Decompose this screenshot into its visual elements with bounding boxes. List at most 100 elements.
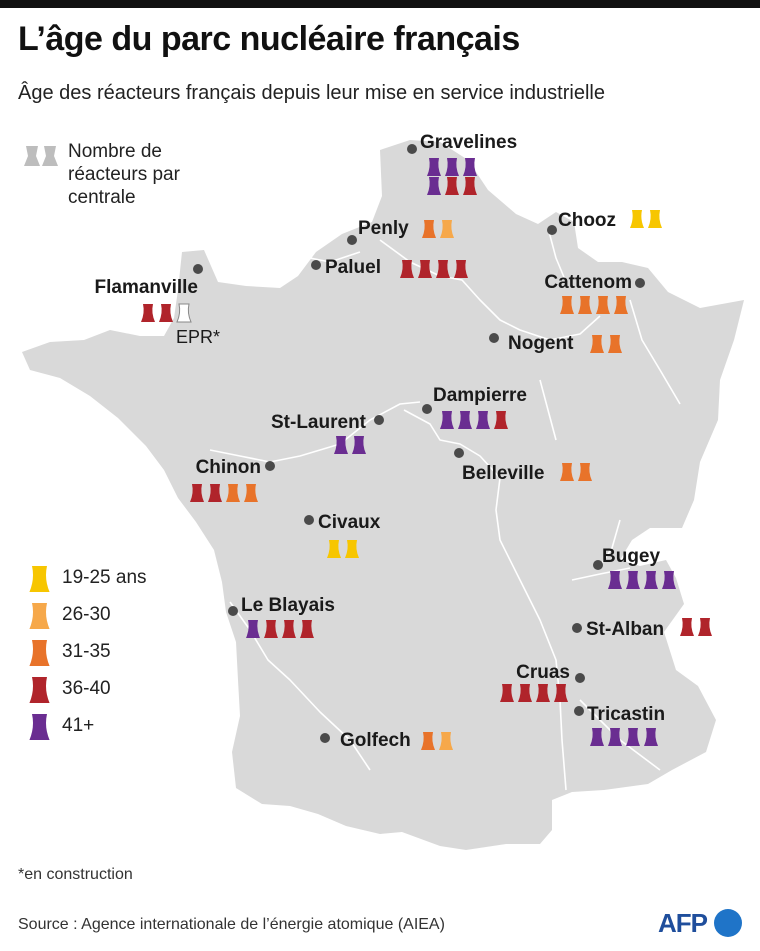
- reactor-icon-bugey-3: [644, 571, 658, 589]
- reactor-icon-gravelines-4: [427, 177, 441, 195]
- plant-dot-belleville: [454, 448, 464, 458]
- afp-logo-dot: [714, 909, 742, 937]
- reactor-icon-dampierre-1: [440, 411, 454, 429]
- reactor-icon-chooz-2: [648, 210, 662, 228]
- plant-label-belleville: Belleville: [462, 463, 544, 484]
- reactor-icon-gravelines-2: [445, 158, 459, 176]
- plant-label-flamanville: Flamanville: [95, 277, 199, 298]
- reactor-icon-penly-2: [440, 220, 454, 238]
- legend-count-text: Nombre de réacteurs par centrale: [68, 141, 180, 208]
- plant-dot-st-alban: [572, 623, 582, 633]
- reactor-icon-flamanville-1: [141, 304, 155, 322]
- reactor-icon-nogent-1: [590, 335, 604, 353]
- top-bar: [0, 0, 760, 8]
- reactor-icon-tricastin-4: [644, 728, 658, 746]
- plant-label-tricastin: Tricastin: [587, 704, 665, 725]
- france-outline: [22, 140, 744, 850]
- plant-dot-tricastin: [574, 706, 584, 716]
- legend-age-label: 36-40: [62, 678, 111, 699]
- reactor-icon-cattenom-3: [596, 296, 610, 314]
- reactor-icon-gravelines-1: [427, 158, 441, 176]
- reactor-icon-cruas-2: [518, 684, 532, 702]
- plant-label-chinon: Chinon: [196, 457, 261, 478]
- legend-age-label: 41+: [62, 715, 95, 736]
- legend-age-label: 19-25 ans: [62, 567, 147, 588]
- plant-note-flamanville: EPR*: [176, 327, 220, 347]
- legend-age-item: 19-25 ans: [28, 564, 228, 594]
- reactor-icon-bugey-2: [626, 571, 640, 589]
- reactor-icon-st-alban-2: [698, 618, 712, 636]
- plant-label-golfech: Golfech: [340, 730, 411, 751]
- reactor-icon-cattenom-4: [614, 296, 628, 314]
- plant-dot-dampierre: [422, 404, 432, 414]
- source-text: Source : Agence internationale de l’éner…: [18, 916, 445, 933]
- reactor-icon-penly-1: [422, 220, 436, 238]
- plant-dot-nogent: [489, 333, 499, 343]
- reactor-icon-paluel-4: [454, 260, 468, 278]
- plant-dot-gravelines: [407, 144, 417, 154]
- plant-dot-bugey: [593, 560, 603, 570]
- page-title: L’âge du parc nucléaire français: [18, 20, 520, 58]
- reactor-icon-tricastin-1: [590, 728, 604, 746]
- reactor-icon-cruas-3: [536, 684, 550, 702]
- legend-age-label: 26-30: [62, 604, 111, 625]
- reactor-icon-tricastin-3: [626, 728, 640, 746]
- afp-logo-text: AFP: [658, 908, 708, 938]
- reactor-icon-flamanville-3: [176, 303, 192, 323]
- reactor-icon-golfech-2: [439, 732, 453, 750]
- reactor-icon-nogent-2: [608, 335, 622, 353]
- legend-age-item: 41+: [28, 712, 228, 742]
- reactor-icon-le-blayais-3: [282, 620, 296, 638]
- plant-label-bugey: Bugey: [602, 546, 661, 567]
- reactor-icon-dampierre-2: [458, 411, 472, 429]
- plant-dot-le-blayais: [228, 606, 238, 616]
- reactor-icon-civaux-1: [327, 540, 341, 558]
- reactor-icon-golfech-1: [421, 732, 435, 750]
- reactor-icon-le-blayais-1: [246, 620, 260, 638]
- plant-dot-cruas: [575, 673, 585, 683]
- plant-reactor-icons: [141, 158, 712, 750]
- reactor-icon-belleville-2: [578, 463, 592, 481]
- plant-label-le-blayais: Le Blayais: [241, 595, 335, 616]
- reactor-icon-chinon-2: [208, 484, 222, 502]
- plant-dot-chinon: [265, 461, 275, 471]
- plant-dot-cattenom: [635, 278, 645, 288]
- plant-label-st-alban: St-Alban: [586, 619, 664, 640]
- cooling-tower-icon: [29, 603, 50, 629]
- reactor-icon-gravelines-6: [463, 177, 477, 195]
- plant-label-st-laurent: St-Laurent: [271, 412, 367, 433]
- reactor-icon-civaux-2: [345, 540, 359, 558]
- reactor-icon-dampierre-4: [494, 411, 508, 429]
- legend-age-item: 36-40: [28, 675, 228, 705]
- reactor-icon-gravelines-3: [463, 158, 477, 176]
- plant-dot-flamanville: [193, 264, 203, 274]
- reactor-icon-chinon-4: [244, 484, 258, 502]
- reactor-icon-chinon-3: [226, 484, 240, 502]
- reactor-icon-gravelines-5: [445, 177, 459, 195]
- reactor-icon-belleville-1: [560, 463, 574, 481]
- plant-label-cattenom: Cattenom: [544, 272, 632, 293]
- plant-dot-civaux: [304, 515, 314, 525]
- reactor-icon-chinon-1: [190, 484, 204, 502]
- reactor-icon-dampierre-3: [476, 411, 490, 429]
- plant-labels: Gravelines Chooz Penly Paluel Flamanville EPR…: [95, 132, 666, 751]
- plant-label-paluel: Paluel: [325, 257, 381, 278]
- plant-label-cruas: Cruas: [516, 662, 570, 683]
- cooling-tower-icon: [29, 640, 50, 666]
- legend-age-label: 31-35: [62, 641, 111, 662]
- plant-markers: [193, 144, 645, 743]
- plant-dot-chooz: [547, 225, 557, 235]
- plant-label-gravelines: Gravelines: [420, 132, 517, 153]
- reactor-icon-cruas-1: [500, 684, 514, 702]
- reactor-icon-paluel-2: [418, 260, 432, 278]
- reactor-icon-flamanville-2: [159, 304, 173, 322]
- cooling-tower-icon: [29, 714, 50, 740]
- reactor-icon-tricastin-2: [608, 728, 622, 746]
- reactor-count-icon: [24, 146, 58, 166]
- plant-dot-paluel: [311, 260, 321, 270]
- reactor-icon-paluel-3: [436, 260, 450, 278]
- reactor-icon-cattenom-2: [578, 296, 592, 314]
- reactor-icon-cattenom-1: [560, 296, 574, 314]
- plant-label-dampierre: Dampierre: [433, 385, 527, 406]
